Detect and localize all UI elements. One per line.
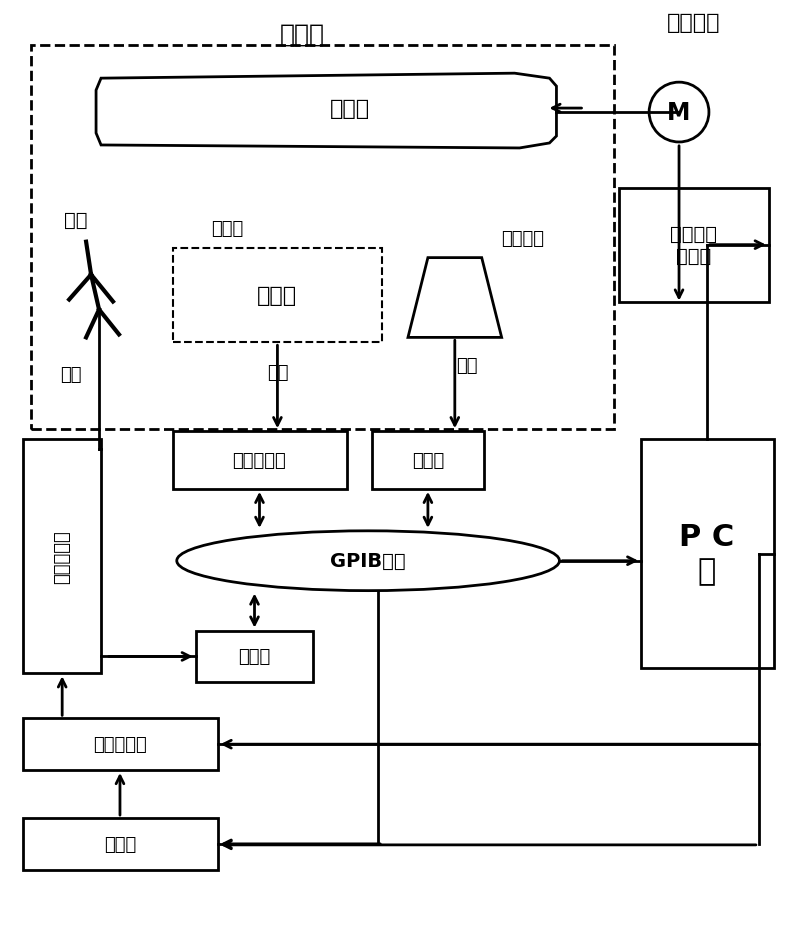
Bar <box>173 431 347 490</box>
Text: 混响室: 混响室 <box>280 22 325 46</box>
Text: 步进电机: 步进电机 <box>667 13 721 34</box>
Bar <box>173 248 382 343</box>
Text: 接收机: 接收机 <box>258 285 298 305</box>
Text: 天线: 天线 <box>64 211 88 230</box>
Text: 光纤: 光纤 <box>456 357 478 375</box>
Polygon shape <box>408 258 502 338</box>
Bar <box>372 431 484 490</box>
Text: 功率计: 功率计 <box>238 648 270 665</box>
Text: 步进电机
控制器: 步进电机 控制器 <box>670 225 718 266</box>
Ellipse shape <box>177 532 559 591</box>
Text: 功率放大器: 功率放大器 <box>93 736 147 753</box>
Bar <box>23 818 218 870</box>
Circle shape <box>649 83 709 143</box>
Text: 测试区: 测试区 <box>211 219 244 238</box>
Text: P C
机: P C 机 <box>679 523 734 585</box>
Text: 场强计: 场强计 <box>412 451 444 470</box>
Bar <box>23 440 101 674</box>
Text: M: M <box>667 101 690 124</box>
Bar <box>31 46 614 430</box>
Text: 电缆: 电缆 <box>266 364 288 382</box>
Text: 电场探头: 电场探头 <box>501 229 544 247</box>
Bar <box>23 719 218 770</box>
Text: 搅拌器: 搅拌器 <box>330 99 370 119</box>
Text: 电缆: 电缆 <box>60 366 82 384</box>
Bar <box>641 440 774 668</box>
Bar <box>619 189 769 303</box>
Polygon shape <box>96 74 557 149</box>
Text: 频谱分析仪: 频谱分析仪 <box>233 451 286 470</box>
Text: GPIB总线: GPIB总线 <box>330 551 406 571</box>
Bar <box>196 631 314 682</box>
Text: 定向耦合器: 定向耦合器 <box>53 529 71 583</box>
Text: 信号源: 信号源 <box>104 835 136 853</box>
